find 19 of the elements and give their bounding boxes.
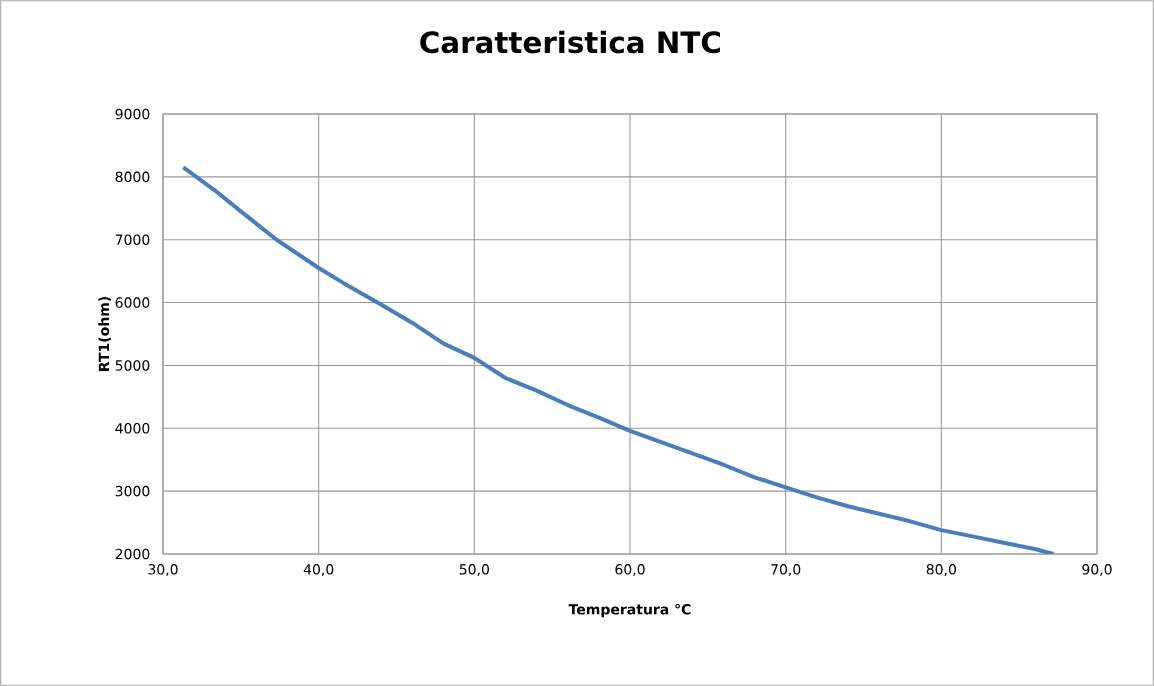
- y-tick-label: 9000: [115, 108, 150, 120]
- chart-title: Caratteristica NTC: [420, 30, 721, 54]
- x-tick-label: 90,0: [1082, 564, 1112, 577]
- y-tick-label: 6000: [115, 297, 150, 308]
- x-tick-label: 40,0: [303, 564, 334, 577]
- x-tick-label: 60,0: [615, 564, 645, 577]
- y-tick-label: 4000: [115, 422, 150, 434]
- x-tick-label: 70,0: [771, 564, 801, 577]
- y-tick-label: 8000: [115, 171, 150, 183]
- y-tick-label: 3000: [115, 485, 150, 497]
- y-axis-title: RT1(ohm): [98, 296, 111, 371]
- y-tick-label: 7000: [115, 234, 150, 245]
- y-tick-label: 5000: [115, 360, 150, 371]
- x-tick-label: 30,0: [148, 564, 178, 577]
- x-axis-title: Temperatura °C: [568, 603, 691, 618]
- x-tick-label: 80,0: [926, 564, 956, 577]
- x-tick-label: 50,0: [459, 564, 489, 577]
- y-tick-label: 2000: [115, 548, 150, 560]
- line-series: [181, 165, 1056, 554]
